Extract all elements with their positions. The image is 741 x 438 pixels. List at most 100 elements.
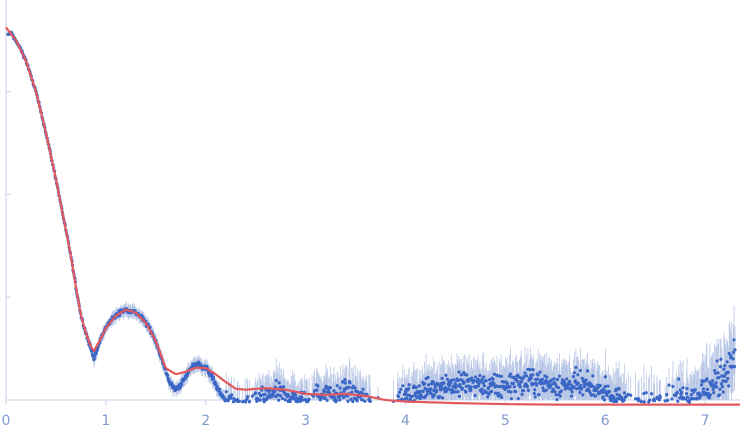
- data-point: [337, 395, 341, 399]
- data-point: [484, 379, 488, 383]
- data-point: [512, 385, 516, 389]
- y-ticks: [6, 91, 11, 298]
- data-point: [433, 383, 437, 387]
- data-point: [705, 377, 709, 381]
- data-point: [558, 394, 563, 398]
- data-point: [492, 372, 497, 376]
- data-point: [360, 398, 365, 402]
- data-point: [258, 398, 262, 402]
- data-point: [548, 385, 552, 389]
- data-point: [482, 384, 486, 388]
- data-point: [633, 397, 638, 401]
- data-point: [642, 391, 646, 396]
- data-point: [401, 384, 405, 388]
- data-point: [578, 368, 582, 373]
- data-point: [720, 374, 724, 378]
- data-point: [368, 399, 372, 403]
- data-point: [572, 371, 577, 375]
- x-tick-label-4: 4: [401, 413, 410, 429]
- data-point: [531, 373, 535, 377]
- data-point: [280, 396, 285, 401]
- data-point: [499, 374, 503, 379]
- x-tick-label-5: 5: [501, 413, 510, 429]
- data-point: [598, 383, 602, 388]
- data-point: [429, 387, 433, 391]
- data-point: [487, 385, 491, 390]
- data-point: [250, 394, 255, 398]
- data-point: [574, 387, 579, 391]
- data-point: [492, 381, 496, 385]
- data-point: [489, 384, 493, 388]
- data-point: [533, 395, 537, 399]
- data-points: [6, 30, 737, 404]
- data-point: [532, 391, 536, 396]
- data-point: [576, 373, 580, 377]
- data-point: [325, 386, 329, 390]
- data-point: [574, 365, 578, 370]
- data-point: [325, 398, 329, 402]
- data-point: [603, 384, 607, 389]
- data-point: [351, 399, 355, 404]
- data-point: [277, 381, 281, 385]
- data-point: [481, 392, 485, 396]
- data-point: [667, 383, 671, 387]
- data-point: [165, 373, 170, 377]
- data-point: [525, 385, 530, 389]
- data-point: [619, 395, 624, 399]
- data-point: [516, 397, 520, 401]
- data-point: [447, 384, 451, 388]
- data-point: [648, 398, 652, 402]
- data-point: [481, 381, 485, 385]
- data-point: [585, 369, 590, 373]
- data-point: [671, 384, 675, 389]
- data-point: [591, 374, 595, 378]
- data-point: [722, 374, 726, 378]
- data-point: [605, 393, 609, 397]
- data-point: [732, 338, 736, 342]
- data-point: [241, 400, 245, 404]
- data-point: [316, 384, 320, 388]
- data-point: [500, 395, 504, 399]
- data-point: [508, 372, 513, 376]
- data-point: [559, 389, 563, 393]
- data-point: [444, 373, 448, 377]
- data-point: [495, 373, 499, 378]
- data-point: [224, 398, 228, 402]
- data-point: [697, 391, 701, 395]
- data-point: [532, 382, 536, 386]
- data-point: [721, 390, 725, 394]
- x-tick-label-3: 3: [301, 413, 310, 429]
- data-point: [454, 386, 458, 390]
- data-point: [315, 388, 319, 392]
- data-point: [488, 378, 492, 382]
- data-point: [663, 399, 667, 403]
- data-point: [445, 377, 449, 381]
- data-point: [410, 394, 414, 399]
- data-point: [555, 397, 559, 402]
- data-point: [271, 393, 275, 397]
- data-point: [277, 398, 281, 402]
- data-point: [720, 385, 725, 389]
- data-point: [521, 389, 526, 393]
- data-point: [708, 393, 712, 397]
- data-point: [417, 384, 421, 388]
- data-point: [606, 384, 610, 388]
- data-point: [185, 374, 190, 378]
- data-point: [94, 351, 98, 355]
- x-tick-label-7: 7: [701, 413, 710, 429]
- data-point: [665, 393, 669, 397]
- data-point: [283, 398, 288, 402]
- data-point: [347, 385, 351, 389]
- data-point: [607, 389, 611, 393]
- data-point: [689, 393, 693, 397]
- data-point: [350, 390, 354, 394]
- data-point: [469, 385, 473, 389]
- data-point: [704, 391, 708, 395]
- data-point: [418, 390, 422, 394]
- data-point: [341, 380, 345, 384]
- data-point: [495, 384, 499, 388]
- data-point: [407, 387, 411, 391]
- data-point: [573, 379, 578, 383]
- data-point: [449, 381, 453, 385]
- data-point: [247, 400, 252, 404]
